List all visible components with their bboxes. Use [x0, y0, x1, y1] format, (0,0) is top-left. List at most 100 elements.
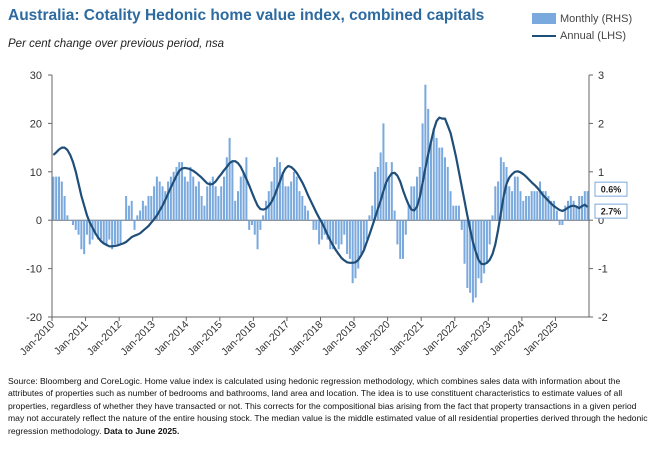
monthly-bar — [312, 220, 315, 230]
monthly-bar — [195, 186, 198, 221]
right-tick-label: 1 — [598, 167, 604, 179]
legend-item-annual: Annual (LHS) — [532, 27, 632, 44]
monthly-bar — [83, 220, 86, 255]
monthly-bar — [231, 162, 234, 221]
monthly-bar — [256, 220, 259, 250]
x-tick-label: Jan-2017 — [253, 319, 293, 359]
monthly-bar — [147, 196, 150, 221]
monthly-bar — [429, 142, 432, 221]
monthly-bar — [360, 220, 363, 255]
x-tick-label: Jan-2022 — [420, 319, 460, 359]
monthly-bar — [153, 186, 156, 221]
monthly-bar — [127, 205, 130, 221]
chart-title: Australia: Cotality Hedonic home value i… — [8, 7, 485, 24]
monthly-bar — [150, 196, 153, 221]
monthly-bar — [105, 220, 108, 245]
monthly-bar — [357, 220, 360, 269]
monthly-bar — [368, 215, 371, 221]
monthly-bar — [474, 220, 477, 298]
monthly-bar — [541, 191, 544, 221]
legend-item-monthly: Monthly (RHS) — [532, 10, 632, 27]
monthly-bar — [485, 220, 488, 264]
monthly-bar — [533, 191, 536, 221]
monthly-bar — [301, 196, 304, 221]
monthly-bar — [343, 220, 346, 235]
monthly-bar — [457, 205, 460, 221]
monthly-bar — [236, 191, 239, 221]
monthly-bar — [85, 220, 88, 235]
monthly-bar — [63, 196, 66, 221]
legend: Monthly (RHS) Annual (LHS) — [532, 10, 632, 44]
x-tick-label: Jan-2024 — [488, 319, 528, 359]
monthly-bar — [513, 176, 516, 221]
monthly-bar — [516, 176, 519, 221]
monthly-bar — [97, 220, 100, 240]
monthly-bar — [223, 176, 226, 221]
x-tick-label: Jan-2012 — [85, 319, 125, 359]
monthly-bar — [315, 220, 318, 230]
x-tick-label: Jan-2021 — [387, 319, 427, 359]
monthly-bar — [130, 200, 133, 221]
monthly-bar — [55, 176, 58, 221]
monthly-bar — [354, 220, 357, 279]
monthly-bar — [466, 220, 469, 288]
monthly-bar — [250, 220, 253, 226]
monthly-bar — [471, 220, 474, 303]
annotation-box — [594, 203, 628, 219]
monthly-bar — [144, 205, 147, 221]
monthly-bar — [536, 191, 539, 221]
monthly-bar — [567, 200, 570, 221]
monthly-bar — [178, 162, 181, 221]
left-tick-label: 30 — [30, 70, 42, 82]
monthly-bar — [553, 200, 556, 221]
annotation-box — [594, 181, 628, 197]
monthly-bar — [66, 215, 69, 221]
x-tick-label: Jan-2023 — [454, 319, 494, 359]
monthly-bar — [278, 162, 281, 221]
x-tick-label: Jan-2011 — [52, 319, 91, 358]
monthly-bar — [424, 84, 427, 221]
monthly-bar — [365, 220, 368, 240]
left-tick-label: -10 — [26, 264, 42, 276]
monthly-bar — [133, 220, 136, 230]
monthly-bar — [200, 196, 203, 221]
monthly-bar — [480, 220, 483, 284]
monthly-bar — [477, 220, 480, 279]
chart-area: -20-100102030-2-10123Jan-2010Jan-2011Jan… — [18, 70, 628, 359]
monthly-bar — [158, 181, 161, 221]
monthly-bar — [209, 181, 212, 221]
monthly-bar — [455, 205, 458, 221]
right-tick-label: 0 — [598, 215, 604, 227]
legend-label-annual: Annual (LHS) — [560, 29, 627, 42]
source-data-to: Data to June 2025. — [103, 425, 180, 436]
monthly-bar — [519, 191, 522, 221]
monthly-bar — [530, 191, 533, 221]
monthly-bar — [374, 171, 377, 221]
monthly-bar — [164, 191, 167, 221]
monthly-bar — [262, 215, 265, 221]
monthly-bar — [71, 220, 74, 226]
monthly-bar — [94, 220, 97, 235]
monthly-bar — [197, 181, 200, 221]
monthly-bar — [388, 176, 391, 221]
monthly-bar — [203, 205, 206, 221]
monthly-bar — [186, 181, 189, 221]
x-tick-label: Jan-2015 — [185, 319, 225, 359]
monthly-bar — [189, 166, 192, 221]
monthly-bar — [292, 171, 295, 221]
monthly-bar — [306, 210, 309, 221]
monthly-bar — [499, 157, 502, 221]
monthly-bar — [382, 123, 385, 221]
monthly-bar — [463, 220, 466, 264]
monthly-bar — [284, 186, 287, 221]
x-tick-label: Jan-2010 — [18, 319, 58, 359]
monthly-bar — [539, 181, 542, 221]
monthly-bar — [113, 220, 116, 245]
monthly-bar — [569, 196, 572, 221]
monthly-bar — [141, 200, 144, 221]
monthly-bar — [491, 215, 494, 221]
monthly-bar — [572, 200, 575, 221]
monthly-bar — [80, 220, 83, 250]
monthly-bar — [228, 137, 231, 221]
left-tick-label: -20 — [26, 312, 42, 324]
